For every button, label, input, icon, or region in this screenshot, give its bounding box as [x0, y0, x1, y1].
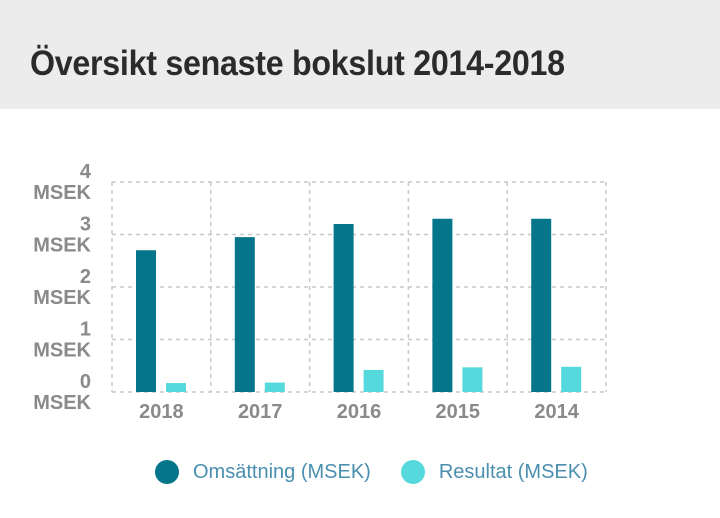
- y-tick-unit-0: MSEK: [33, 392, 91, 414]
- y-tick-unit-3: MSEK: [33, 235, 91, 257]
- bar-omsattning-2015: [432, 218, 453, 392]
- bar-omsattning-2018: [136, 250, 156, 392]
- legend-item-resultat[interactable]: Resultat (MSEK): [400, 460, 588, 484]
- resultat-swatch-icon: [400, 460, 425, 484]
- legend-label-resultat: Resultat (MSEK): [438, 460, 588, 483]
- x-tick-label-2015: 2015: [436, 401, 481, 423]
- x-tick-label-2017: 2017: [238, 401, 283, 423]
- y-tick-unit-1: MSEK: [33, 340, 91, 362]
- x-tick-label-2018: 2018: [139, 401, 184, 423]
- bar-resultat-2018: [166, 383, 186, 392]
- bar-resultat-2014: [561, 366, 582, 392]
- omsattning-swatch-icon: [155, 460, 179, 484]
- y-tick-value-3: 3: [80, 214, 91, 236]
- y-tick-value-2: 2: [80, 266, 91, 288]
- bar-resultat-2017: [264, 382, 285, 392]
- bar-omsattning-2014: [531, 218, 552, 392]
- x-tick-label-2016: 2016: [337, 401, 382, 423]
- legend-item-omsattning[interactable]: Omsättning (MSEK): [155, 460, 371, 484]
- header-bar: Översikt senaste bokslut 2014-2018: [0, 0, 720, 109]
- legend-label-omsattning: Omsättning (MSEK): [193, 460, 371, 483]
- y-tick-unit-2: MSEK: [33, 287, 91, 309]
- page-title: Översikt senaste bokslut 2014-2018: [30, 44, 565, 83]
- bar-omsattning-2017: [234, 237, 255, 392]
- bar-resultat-2016: [363, 369, 384, 392]
- bar-omsattning-2016: [333, 224, 354, 392]
- x-tick-label-2014: 2014: [534, 401, 579, 423]
- y-tick-value-0: 0: [80, 371, 91, 393]
- y-tick-value-4: 4: [80, 161, 92, 183]
- y-tick-value-1: 1: [80, 319, 91, 341]
- chart-legend: Omsättning (MSEK) Resultat (MSEK): [155, 455, 618, 489]
- y-tick-unit-4: MSEK: [33, 182, 91, 204]
- bar-resultat-2015: [462, 367, 483, 392]
